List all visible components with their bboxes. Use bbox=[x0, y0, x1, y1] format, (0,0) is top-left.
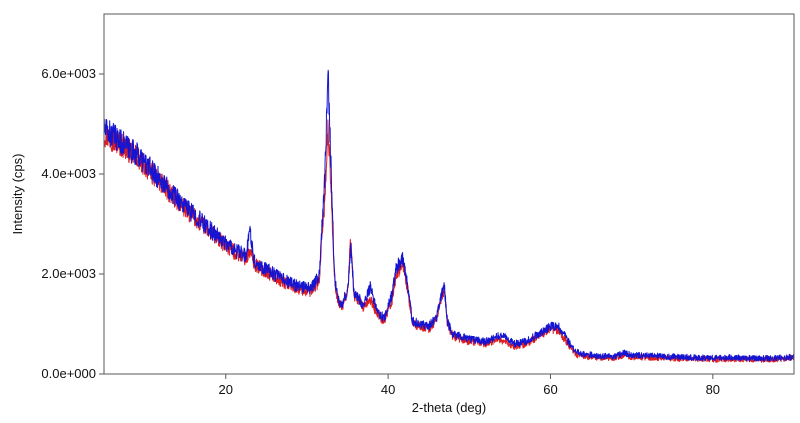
series-layer bbox=[103, 69, 795, 363]
y-axis-title: Intensity (cps) bbox=[10, 154, 25, 235]
plot-frame bbox=[103, 13, 795, 375]
series-line-2 bbox=[103, 69, 795, 362]
x-tick-label: 40 bbox=[381, 382, 395, 397]
y-tick-label: 4.0e+003 bbox=[41, 166, 96, 181]
plot-background bbox=[104, 14, 794, 374]
x-axis-ticks: 20 40 60 80 bbox=[219, 374, 720, 397]
x-tick-label: 20 bbox=[219, 382, 233, 397]
x-axis-title: 2-theta (deg) bbox=[412, 400, 486, 415]
y-tick-label: 2.0e+003 bbox=[41, 266, 96, 281]
y-axis-ticks: 0.0e+000 2.0e+003 4.0e+003 6.0e+003 bbox=[41, 66, 104, 381]
y-tick-label: 0.0e+000 bbox=[41, 366, 96, 381]
x-tick-label: 60 bbox=[543, 382, 557, 397]
x-tick-label: 80 bbox=[706, 382, 720, 397]
y-tick-label: 6.0e+003 bbox=[41, 66, 96, 81]
